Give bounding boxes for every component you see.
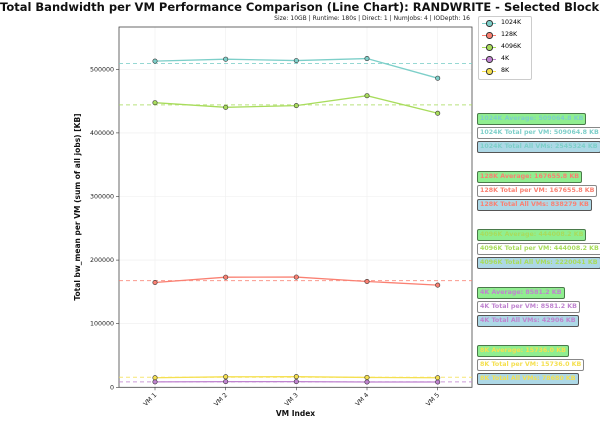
y-tick-label: 500000 (90, 66, 114, 73)
data-point-4K (364, 379, 370, 385)
x-axis-label: VM Index (276, 409, 315, 418)
data-point-128K (293, 274, 299, 280)
legend-marker-icon (482, 55, 496, 63)
legend-marker-icon (482, 67, 496, 75)
y-axis-label: Total bw_mean per VM (sum of all jobs) [… (73, 113, 82, 300)
data-point-1024K (152, 58, 158, 64)
annotation-all-128K: 128K Total All VMs: 838279 KB (477, 199, 592, 211)
data-point-8K (152, 375, 158, 381)
data-point-8K (293, 374, 299, 380)
data-point-128K (223, 274, 229, 280)
annotation-all-1024K: 1024K Total All VMs: 2545324 KB (477, 141, 600, 153)
legend-label: 8K (501, 67, 510, 74)
y-tick-label: 100000 (90, 321, 114, 328)
annotation-all-4K: 4K Total All VMs: 42906 KB (477, 315, 579, 327)
data-point-4K (223, 379, 229, 385)
legend-label: 4K (501, 55, 510, 62)
data-point-8K (435, 375, 441, 381)
x-tick-label: VM 4 (354, 392, 370, 408)
annotation-per-vm-1024K: 1024K Total per VM: 509064.8 KB (477, 127, 600, 139)
legend-item-8K: 8K (479, 65, 531, 77)
data-point-4K (293, 379, 299, 385)
x-tick-label: VM 5 (425, 392, 441, 408)
data-point-4096K (364, 93, 370, 99)
plot-frame (118, 26, 473, 388)
data-point-1024K (223, 56, 229, 62)
data-point-8K (223, 374, 229, 380)
data-point-1024K (293, 58, 299, 64)
legend-label: 128K (501, 31, 518, 38)
chart-subtitle: Size: 10GB | Runtime: 180s | Direct: 1 |… (274, 15, 470, 22)
data-point-4096K (152, 100, 158, 106)
data-point-1024K (435, 75, 441, 81)
legend-item-1024K: 1024K (479, 17, 531, 29)
data-point-4K (435, 379, 441, 385)
data-point-4096K (223, 104, 229, 110)
annotation-average-1024K: 1024K Average: 509064.8 KB (477, 113, 587, 125)
legend-marker-icon (482, 31, 496, 39)
legend-label: 4096K (501, 43, 522, 50)
y-tick-label: 200000 (90, 257, 114, 264)
data-point-128K (435, 282, 441, 288)
data-point-8K (364, 374, 370, 380)
legend-label: 1024K (501, 19, 522, 26)
annotation-all-4096K: 4096K Total All VMs: 2220041 KB (477, 257, 600, 269)
annotation-per-vm-4K: 4K Total per VM: 8581.2 KB (477, 301, 580, 313)
annotation-per-vm-128K: 128K Total per VM: 167655.8 KB (477, 185, 598, 197)
legend: 1024K 128K 4096K 4K 8K (478, 16, 532, 80)
data-point-128K (152, 279, 158, 285)
x-tick-label: VM 2 (213, 392, 229, 408)
annotation-per-vm-8K: 8K Total per VM: 15736.0 KB (477, 359, 585, 371)
y-tick-label: 400000 (90, 130, 114, 137)
annotation-all-8K: 8K Total All VMs: 78680 KB (477, 373, 579, 385)
data-point-128K (364, 278, 370, 284)
x-tick-label: VM 1 (142, 392, 158, 408)
data-point-4096K (293, 103, 299, 109)
legend-item-4K: 4K (479, 53, 531, 65)
x-tick-label: VM 3 (284, 392, 300, 408)
annotation-per-vm-4096K: 4096K Total per VM: 444008.2 KB (477, 243, 600, 255)
annotation-average-4096K: 4096K Average: 444008.2 KB (477, 229, 587, 241)
data-point-1024K (364, 56, 370, 62)
legend-marker-icon (482, 43, 496, 51)
legend-item-128K: 128K (479, 29, 531, 41)
y-tick-label: 300000 (90, 194, 114, 201)
annotation-average-4K: 4K Average: 8581.2 KB (477, 287, 565, 299)
data-point-4096K (435, 110, 441, 116)
legend-marker-icon (482, 19, 496, 27)
chart-title: Total Bandwidth per VM Performance Compa… (0, 0, 600, 14)
annotation-average-8K: 8K Average: 15736.0 KB (477, 345, 569, 357)
legend-item-4096K: 4096K (479, 41, 531, 53)
annotation-average-128K: 128K Average: 167655.8 KB (477, 171, 583, 183)
y-tick-label: 0 (110, 384, 114, 391)
data-point-4K (152, 379, 158, 385)
